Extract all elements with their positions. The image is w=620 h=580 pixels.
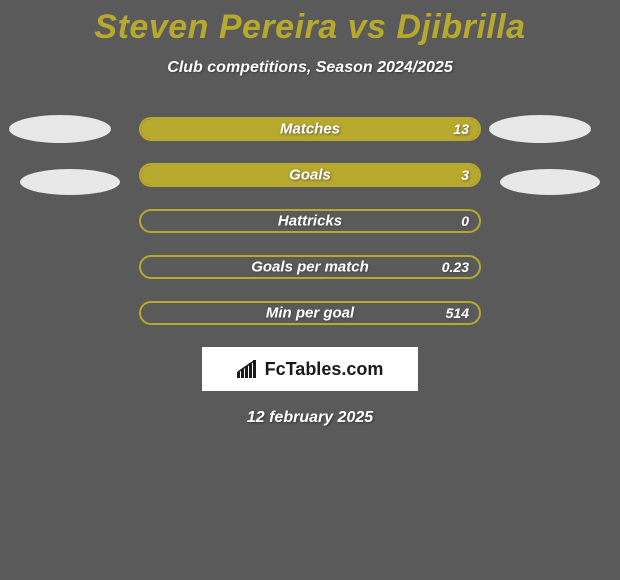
logo-text: FcTables.com bbox=[237, 359, 384, 380]
decorative-ellipse-1 bbox=[489, 115, 591, 143]
date-text: 12 february 2025 bbox=[0, 409, 620, 427]
decorative-ellipse-2 bbox=[20, 169, 120, 195]
stat-row-min-per-goal: Min per goal 514 bbox=[139, 301, 481, 325]
stat-value: 0 bbox=[461, 213, 469, 229]
logo-box: FcTables.com bbox=[202, 347, 418, 391]
stat-label: Goals per match bbox=[251, 259, 369, 276]
logo-label: FcTables.com bbox=[265, 359, 384, 380]
stat-label: Matches bbox=[280, 121, 340, 138]
decorative-ellipse-0 bbox=[9, 115, 111, 143]
stat-label: Goals bbox=[289, 167, 331, 184]
stats-area: Matches 13 Goals 3 Hattricks 0 Goals per match… bbox=[0, 117, 620, 325]
stat-value: 13 bbox=[453, 121, 469, 137]
infographic-container: Steven Pereira vs Djibrilla Club competi… bbox=[0, 0, 620, 580]
main-title: Steven Pereira vs Djibrilla bbox=[0, 0, 620, 47]
stat-row-goals-per-match: Goals per match 0.23 bbox=[139, 255, 481, 279]
decorative-ellipse-3 bbox=[500, 169, 600, 195]
stat-row-hattricks: Hattricks 0 bbox=[139, 209, 481, 233]
bars-icon bbox=[237, 360, 259, 378]
subtitle: Club competitions, Season 2024/2025 bbox=[0, 59, 620, 77]
stat-label: Min per goal bbox=[266, 305, 354, 322]
stat-row-goals: Goals 3 bbox=[139, 163, 481, 187]
stat-value: 514 bbox=[446, 305, 469, 321]
stat-label: Hattricks bbox=[278, 213, 342, 230]
stat-value: 3 bbox=[461, 167, 469, 183]
stat-row-matches: Matches 13 bbox=[139, 117, 481, 141]
stat-value: 0.23 bbox=[442, 259, 469, 275]
